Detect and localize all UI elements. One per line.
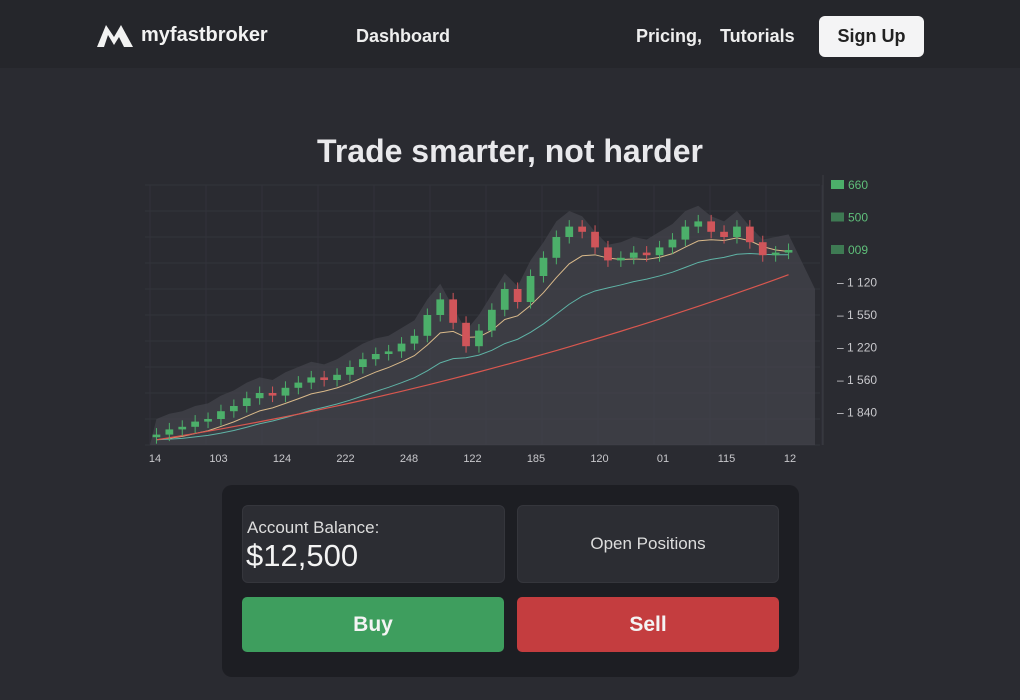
candle: [268, 393, 277, 396]
candle: [165, 429, 174, 435]
candle: [694, 221, 703, 227]
y-tick-label: – 1 560: [837, 373, 877, 387]
candle: [771, 252, 780, 256]
candle: [397, 343, 406, 352]
candle: [733, 226, 741, 237]
x-tick-label: 01: [657, 453, 669, 465]
nav-pricing[interactable]: Pricing,: [636, 26, 703, 46]
ma-fast-line: [156, 237, 789, 441]
x-tick-label: 115: [718, 453, 736, 465]
brand-logo[interactable]: myfastbroker: [97, 24, 268, 47]
top-nav: myfastbroker Dashboard Pricing, Tutorial…: [0, 0, 1020, 68]
nav-dashboard[interactable]: Dashboard: [356, 26, 451, 46]
x-tick-label: 124: [273, 453, 291, 465]
candle: [410, 335, 419, 344]
y-tick-label: 660: [848, 178, 868, 192]
candle: [616, 257, 625, 261]
x-tick-label: 122: [463, 453, 481, 465]
sell-button[interactable]: Sell: [517, 597, 779, 652]
candle: [346, 367, 354, 375]
x-tick-label: 185: [527, 453, 545, 465]
candle: [229, 406, 238, 412]
candle: [604, 247, 612, 261]
y-tick-label: 009: [848, 243, 868, 257]
candle: [423, 315, 432, 336]
candle: [307, 377, 316, 383]
x-tick-label: 222: [336, 453, 354, 465]
candle: [565, 226, 574, 237]
candle: [681, 226, 690, 240]
candle: [720, 231, 728, 237]
nav-tutorials[interactable]: Tutorials: [720, 26, 795, 46]
x-tick-label: 103: [209, 453, 227, 465]
candle: [255, 393, 264, 399]
hero-title: Trade smarter, not harder: [317, 133, 703, 169]
y-tick-marker: [831, 212, 844, 222]
ma-mid-line: [156, 252, 789, 441]
candle: [178, 426, 187, 430]
candle: [242, 398, 251, 406]
brand-name: myfastbroker: [141, 24, 268, 46]
y-tick-marker: [831, 245, 844, 254]
candle: [655, 247, 664, 256]
candle: [204, 419, 212, 422]
y-tick-label: – 1 220: [837, 341, 877, 355]
candle: [668, 239, 677, 248]
trading-panel: Account Balance: $12,500 Open Positions …: [222, 485, 799, 677]
y-tick-label: 500: [848, 211, 868, 225]
candle: [707, 221, 716, 232]
candle: [552, 237, 561, 258]
candle: [629, 252, 638, 258]
account-balance-label: Account Balance:: [247, 518, 380, 537]
candle: [745, 226, 754, 243]
candle: [449, 299, 458, 323]
candle: [500, 289, 509, 310]
price-area: [150, 205, 815, 445]
candle: [191, 421, 200, 427]
candle: [384, 351, 393, 354]
candle: [758, 242, 767, 256]
x-tick-label: 14: [149, 453, 161, 465]
candle: [539, 257, 548, 276]
candle: [294, 382, 303, 388]
account-balance-value: $12,500: [246, 538, 359, 573]
buy-button[interactable]: Buy: [242, 597, 504, 652]
open-positions-label: Open Positions: [590, 534, 706, 553]
candle: [462, 322, 470, 347]
candlestick-chart: 660 500 009 – 1 120 – 1 550 – 1 220 – 1 560 – 1…: [145, 175, 877, 465]
candle: [358, 359, 367, 367]
candle: [371, 354, 380, 360]
candle: [784, 250, 793, 253]
sign-up-button[interactable]: Sign Up: [819, 16, 924, 57]
y-tick-label: – 1 120: [837, 276, 877, 290]
candle: [475, 330, 483, 347]
logo-icon: [97, 24, 133, 47]
candle: [152, 434, 161, 438]
y-tick-label: – 1 550: [837, 308, 877, 322]
ma-slow-line: [156, 274, 789, 441]
account-balance-card: Account Balance: $12,500: [242, 505, 505, 583]
candle: [591, 231, 599, 248]
candle: [320, 377, 329, 380]
candle: [513, 289, 522, 302]
candle: [526, 276, 535, 302]
open-positions-card[interactable]: Open Positions: [517, 505, 779, 583]
candle: [487, 309, 496, 331]
y-tick-label: – 1 840: [837, 406, 877, 420]
y-tick-marker: [831, 180, 844, 189]
x-tick-label: 120: [590, 453, 608, 465]
candle: [281, 387, 290, 396]
candle: [217, 411, 225, 419]
candle: [642, 252, 651, 256]
candle: [333, 374, 341, 380]
x-tick-label: 248: [400, 453, 418, 465]
candle: [578, 226, 587, 232]
x-tick-label: 12: [784, 453, 796, 465]
candle: [436, 299, 445, 315]
